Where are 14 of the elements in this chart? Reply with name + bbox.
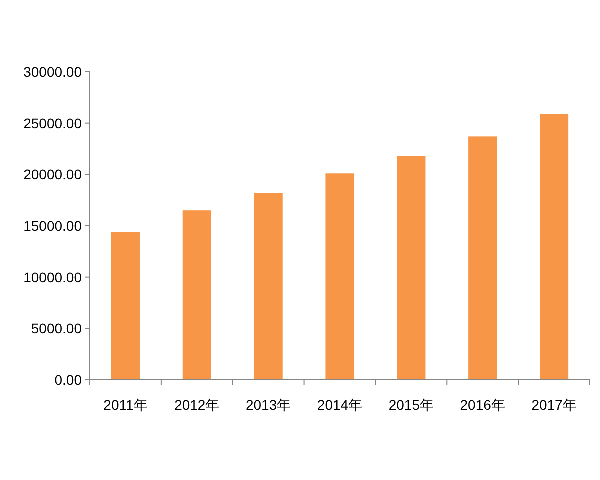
y-tick-label: 30000.00: [24, 64, 82, 80]
x-tick-label: 2017年: [532, 397, 577, 413]
x-tick-label: 2013年: [246, 397, 292, 413]
x-tick-label: 2011年: [104, 397, 148, 413]
y-tick-label: 10000.00: [24, 269, 82, 286]
x-tick-label: 2014年: [317, 397, 363, 413]
x-tick-label: 2012年: [174, 397, 220, 413]
y-tick-label: 20000.00: [24, 166, 82, 183]
x-tick-label: 2015年: [388, 397, 434, 413]
y-tick-label: 0.00: [54, 372, 82, 388]
y-tick-label: 5000.00: [31, 320, 82, 337]
y-tick-label: 15000.00: [24, 218, 82, 234]
x-tick-label: 2016年: [460, 397, 506, 413]
y-tick-label: 25000.00: [24, 115, 82, 132]
